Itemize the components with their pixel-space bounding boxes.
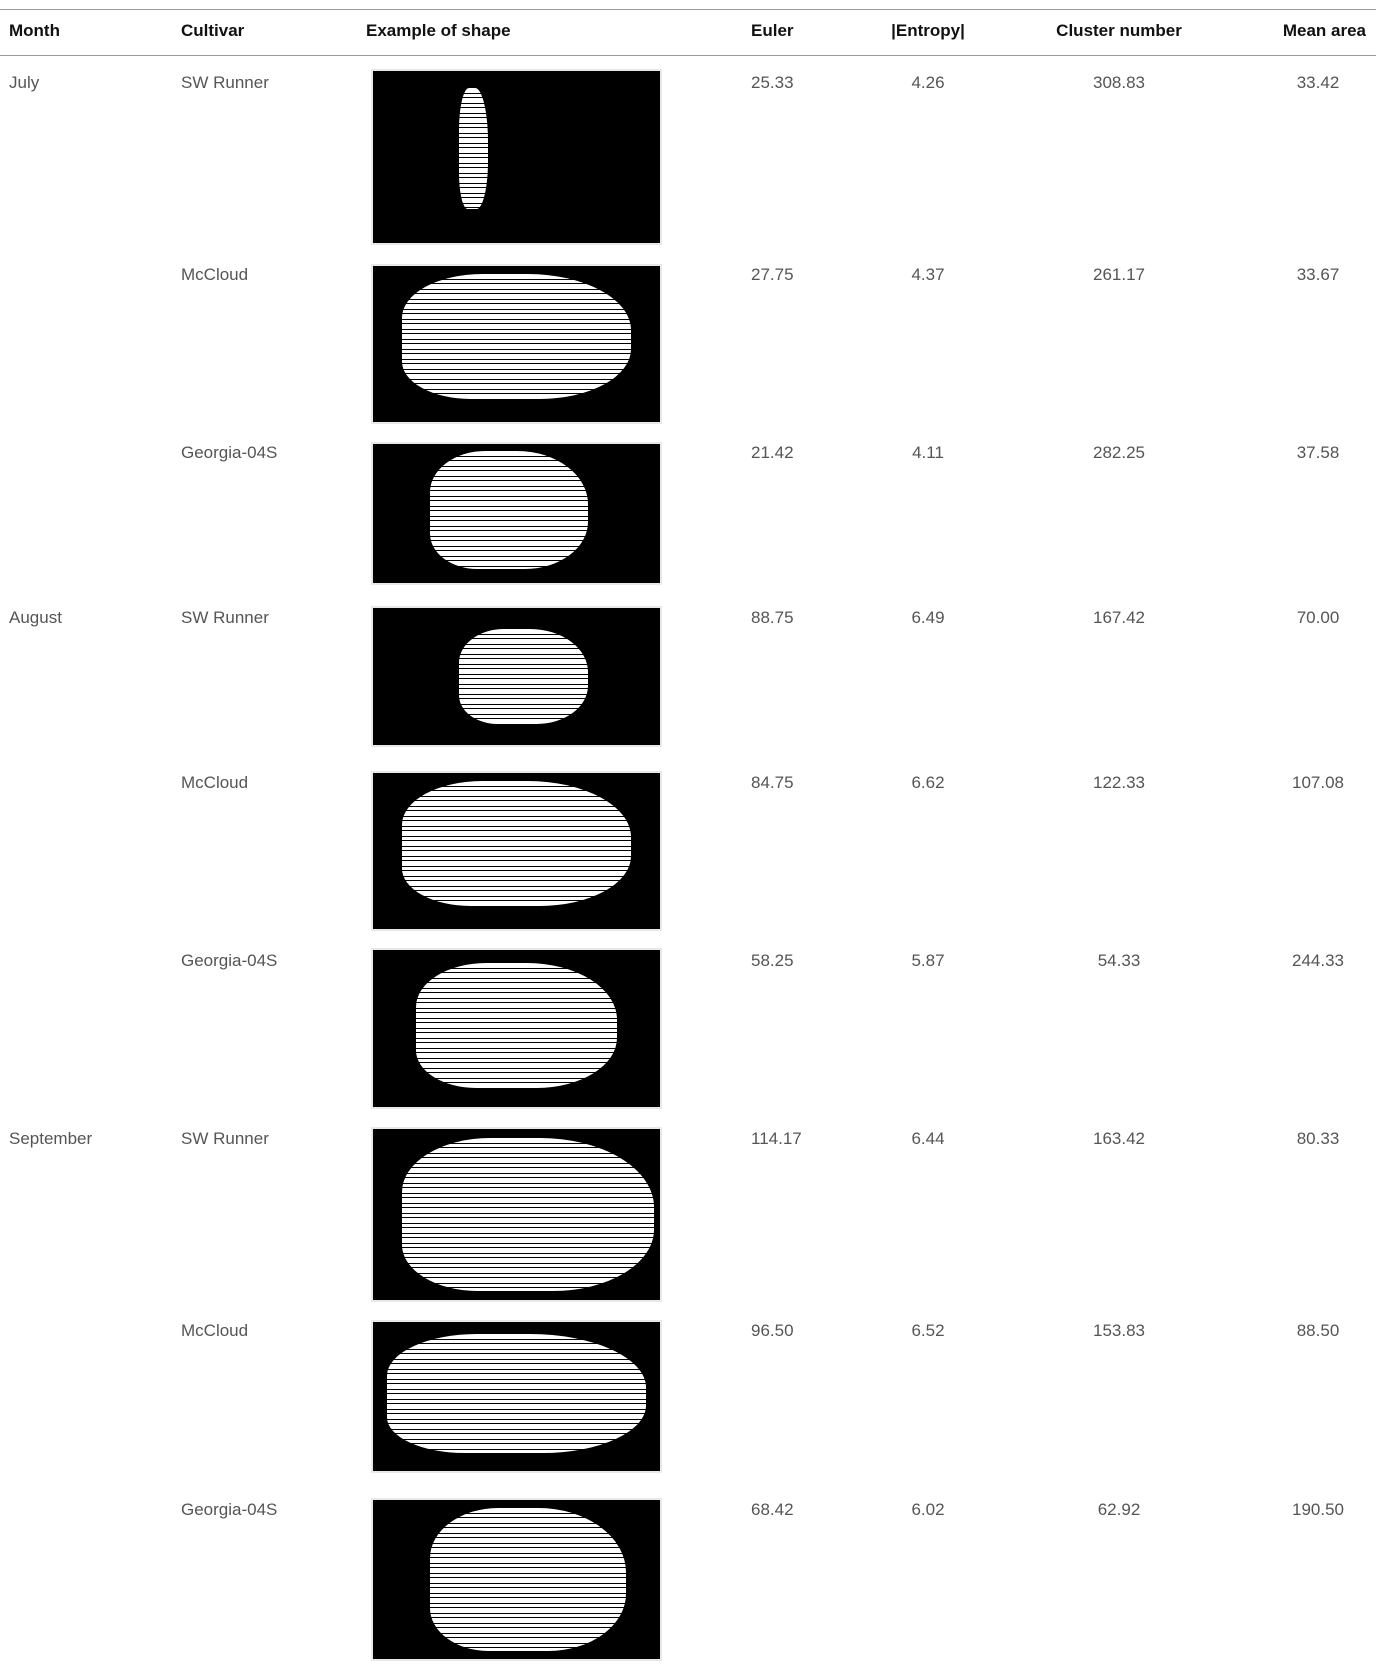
cluster-cell: 62.92 <box>1098 1500 1141 1520</box>
euler-cell: 88.75 <box>751 608 794 628</box>
shape-blob <box>416 963 617 1089</box>
mean-area-cell: 244.33 <box>1292 951 1344 971</box>
entropy-cell: 6.62 <box>911 773 944 793</box>
page: Month Cultivar Example of shape Euler |E… <box>0 0 1376 1665</box>
mean-area-cell: 70.00 <box>1297 608 1340 628</box>
euler-cell: 68.42 <box>751 1500 794 1520</box>
entropy-cell: 4.11 <box>912 443 944 463</box>
euler-cell: 58.25 <box>751 951 794 971</box>
cluster-cell: 308.83 <box>1093 73 1145 93</box>
euler-cell: 84.75 <box>751 773 794 793</box>
shape-image <box>371 264 662 424</box>
shape-blob <box>459 629 588 725</box>
top-rule <box>0 9 1376 10</box>
column-header: Euler <box>751 21 794 41</box>
cultivar-cell: Georgia-04S <box>181 443 277 463</box>
shape-blob <box>430 451 588 569</box>
euler-cell: 96.50 <box>751 1321 794 1341</box>
shape-image <box>371 606 662 747</box>
shape-image <box>371 442 662 585</box>
entropy-cell: 4.37 <box>911 265 944 285</box>
month-cell: September <box>9 1129 92 1149</box>
cluster-cell: 122.33 <box>1093 773 1145 793</box>
cluster-cell: 163.42 <box>1093 1129 1145 1149</box>
shape-image <box>371 1320 662 1473</box>
cultivar-cell: SW Runner <box>181 608 269 628</box>
shape-image <box>371 1498 662 1661</box>
cluster-cell: 153.83 <box>1093 1321 1145 1341</box>
column-header: Cluster number <box>1056 21 1182 41</box>
entropy-cell: 6.44 <box>911 1129 944 1149</box>
entropy-cell: 6.02 <box>911 1500 944 1520</box>
entropy-cell: 6.49 <box>911 608 944 628</box>
column-header: |Entropy| <box>891 21 965 41</box>
header-rule <box>0 55 1376 56</box>
euler-cell: 25.33 <box>751 73 794 93</box>
shape-blob <box>459 88 488 208</box>
shape-image <box>371 771 662 931</box>
column-header: Cultivar <box>181 21 244 41</box>
shape-image <box>371 948 662 1109</box>
mean-area-cell: 33.67 <box>1297 265 1340 285</box>
euler-cell: 27.75 <box>751 265 794 285</box>
cultivar-cell: Georgia-04S <box>181 1500 277 1520</box>
entropy-cell: 6.52 <box>911 1321 944 1341</box>
shape-image <box>371 69 662 245</box>
shape-image <box>371 1127 662 1302</box>
shape-blob <box>387 1334 645 1453</box>
cluster-cell: 54.33 <box>1098 951 1141 971</box>
shape-blob <box>402 274 632 399</box>
cultivar-cell: Georgia-04S <box>181 951 277 971</box>
shape-blob <box>430 1508 625 1651</box>
mean-area-cell: 33.42 <box>1297 73 1340 93</box>
mean-area-cell: 37.58 <box>1297 443 1340 463</box>
euler-cell: 114.17 <box>751 1129 802 1149</box>
month-cell: August <box>9 608 62 628</box>
cluster-cell: 261.17 <box>1093 265 1145 285</box>
column-header: Example of shape <box>366 21 511 41</box>
cultivar-cell: SW Runner <box>181 73 269 93</box>
cultivar-cell: McCloud <box>181 265 248 285</box>
cultivar-cell: SW Runner <box>181 1129 269 1149</box>
cluster-cell: 282.25 <box>1093 443 1145 463</box>
mean-area-cell: 190.50 <box>1292 1500 1344 1520</box>
month-cell: July <box>9 73 39 93</box>
cultivar-cell: McCloud <box>181 1321 248 1341</box>
entropy-cell: 5.87 <box>911 951 944 971</box>
mean-area-cell: 107.08 <box>1292 773 1344 793</box>
cluster-cell: 167.42 <box>1093 608 1145 628</box>
column-header: Mean area <box>1283 21 1366 41</box>
mean-area-cell: 80.33 <box>1297 1129 1340 1149</box>
shape-blob <box>402 781 632 906</box>
euler-cell: 21.42 <box>751 443 794 463</box>
mean-area-cell: 88.50 <box>1297 1321 1340 1341</box>
cultivar-cell: McCloud <box>181 773 248 793</box>
column-header: Month <box>9 21 60 41</box>
entropy-cell: 4.26 <box>911 73 944 93</box>
shape-blob <box>402 1138 655 1292</box>
